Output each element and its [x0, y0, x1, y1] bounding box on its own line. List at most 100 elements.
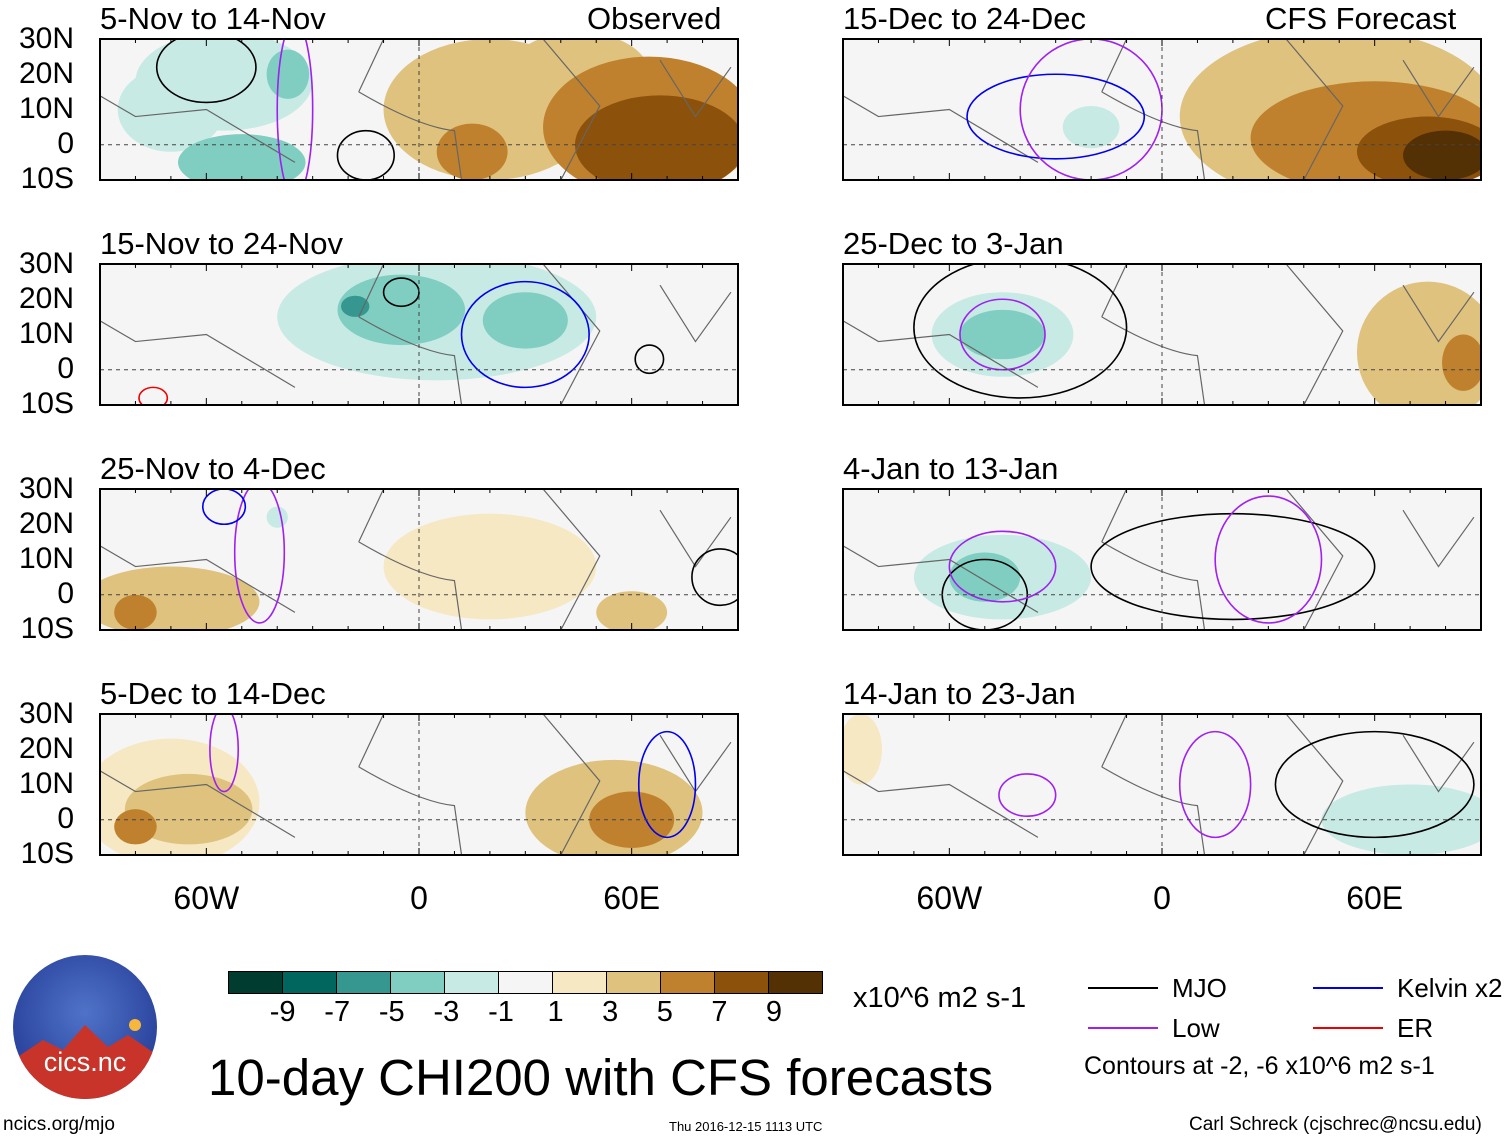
panel-title: 25-Dec to 3-Jan [843, 226, 1064, 261]
lon-label: 60W [173, 880, 240, 916]
mjo-contour [634, 344, 665, 375]
colorbar-label: 7 [711, 996, 728, 1028]
lat-label: 0 [57, 352, 74, 385]
cics-logo: cics.nc [13, 955, 157, 1099]
colorbar-swatch [715, 972, 769, 993]
low-legend-line [1088, 1027, 1158, 1029]
anomaly-region [114, 594, 157, 630]
panel-title: 25-Nov to 4-Dec [100, 451, 326, 486]
colorbar-label: 5 [656, 996, 673, 1028]
anomaly-region [959, 309, 1046, 360]
panel-title: 4-Jan to 13-Jan [843, 451, 1059, 486]
anomaly-region [596, 591, 668, 630]
anomaly-region [114, 809, 157, 845]
lat-label: 20N [18, 732, 74, 765]
anomaly-region [482, 292, 568, 349]
anomaly-region [1062, 105, 1120, 149]
panel-title: 5-Dec to 14-Dec [100, 676, 326, 711]
low-contour [1214, 495, 1323, 624]
colorbar-swatch [499, 972, 553, 993]
mjo-contour [691, 548, 738, 607]
kelvin-contour [460, 280, 590, 389]
map-panel [99, 713, 739, 856]
footer-url[interactable]: ncics.org/mjo [3, 1114, 115, 1135]
colorbar-swatch [337, 972, 391, 993]
anomaly-region [177, 134, 306, 180]
anomaly-region [613, 264, 721, 391]
er-legend-label: ER [1397, 1013, 1434, 1043]
coastline [843, 39, 1475, 180]
low-contour [948, 530, 1057, 603]
anomaly-region [843, 714, 882, 785]
anomaly-region [949, 53, 1162, 152]
anomaly-region [266, 506, 288, 528]
coastline [843, 264, 1475, 405]
map-panel [842, 38, 1482, 181]
coastline [100, 264, 732, 405]
lat-label: 20N [18, 507, 74, 540]
anomaly-region [135, 369, 207, 405]
anomaly-region [277, 492, 349, 542]
lat-label: 0 [57, 802, 74, 835]
map-panel [99, 263, 739, 406]
anomaly-region [348, 731, 561, 838]
low-contour [233, 489, 286, 624]
colorbar-swatch [445, 972, 499, 993]
anomaly-region [574, 95, 738, 180]
mjo-contour [1090, 512, 1376, 621]
colorbar-label: -7 [324, 996, 351, 1028]
anomaly-region [341, 295, 370, 317]
anomaly-region [949, 552, 1021, 602]
lat-label: 10S [20, 387, 74, 420]
coastline [100, 489, 732, 630]
kelvin-legend-label: Kelvin x2 [1397, 973, 1503, 1003]
colorbar-label: -9 [269, 996, 296, 1028]
anomaly-region [1403, 130, 1481, 180]
anomaly-region [266, 49, 310, 99]
mjo-contour [382, 277, 420, 308]
lat-label: 0 [57, 127, 74, 160]
anomaly-region [383, 513, 597, 620]
anomaly-region [436, 123, 508, 180]
mjo-legend-label: MJO [1172, 973, 1227, 1003]
lat-label: 10S [20, 162, 74, 195]
lat-label: 20N [18, 57, 74, 90]
panel-title: 15-Dec to 24-Dec [843, 1, 1086, 36]
colorbar-label: 1 [547, 996, 564, 1028]
kelvin-contour [201, 489, 247, 526]
colorbar-swatch [607, 972, 661, 993]
map-panel [842, 263, 1482, 406]
footer-author: Carl Schreck (cjschrec@ncsu.edu) [1189, 1114, 1482, 1135]
anomaly-region [337, 274, 466, 346]
anomaly-region [1442, 334, 1481, 391]
colorbar-label: 9 [765, 996, 783, 1028]
logo-text: cics.nc [43, 1047, 127, 1077]
colorbar-swatch [283, 972, 337, 993]
map-panel [842, 713, 1482, 856]
panel-title: 14-Jan to 23-Jan [843, 676, 1076, 711]
low-contour [1019, 39, 1163, 180]
lat-label: 10S [20, 837, 74, 870]
colorbar-units: x10^6 m2 s-1 [853, 982, 1027, 1014]
map-panel [99, 38, 739, 181]
lon-label: 0 [1153, 880, 1171, 916]
lon-label: 60E [1346, 880, 1404, 916]
kelvin-legend-line [1313, 987, 1383, 989]
lon-label: 0 [410, 880, 428, 916]
footer-timestamp: Thu 2016-12-15 1113 UTC [669, 1119, 823, 1134]
mjo-contour [155, 39, 257, 104]
low-legend-label: Low [1172, 1013, 1220, 1043]
lat-label: 30N [18, 697, 74, 730]
colorbar-label: -1 [488, 996, 514, 1028]
lat-label: 10N [18, 317, 74, 350]
low-contour [1178, 730, 1252, 839]
lon-label: 60E [603, 880, 661, 916]
anomaly-region [312, 56, 384, 163]
colorbar-label: 3 [602, 996, 619, 1028]
panel-title: 5-Nov to 14-Nov [100, 1, 326, 36]
colorbar-label: -5 [378, 996, 405, 1028]
colorbar [228, 971, 823, 994]
anomaly-region [949, 773, 1056, 831]
coastline [843, 714, 1475, 855]
observed-header: Observed [587, 1, 722, 36]
